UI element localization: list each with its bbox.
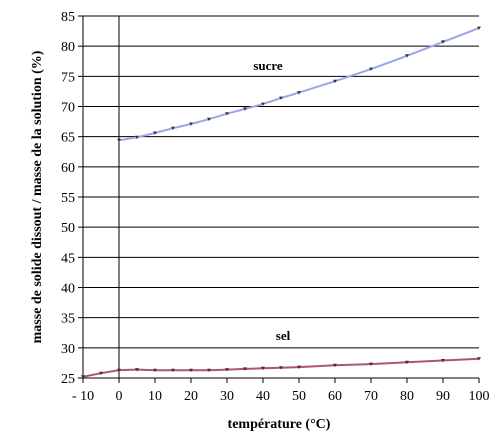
data-point-sel (99, 371, 103, 375)
data-point-sucre (153, 131, 157, 135)
data-point-sucre (369, 67, 373, 71)
data-point-sel (225, 368, 229, 372)
data-point-sel (207, 368, 211, 372)
y-tick-label: 70 (61, 101, 75, 116)
data-point-sucre (207, 117, 211, 121)
x-tick-label: 20 (184, 389, 198, 404)
data-point-sel (171, 368, 175, 372)
y-tick-label: 55 (61, 191, 75, 206)
data-point-sel (369, 362, 373, 366)
x-tick-label: 70 (364, 389, 378, 404)
data-point-sucre (333, 79, 337, 83)
y-tick-label: 40 (61, 282, 75, 297)
data-point-sucre (261, 102, 265, 106)
tick-labels: 25 30 35 40 45 50 55 60 65 70 75 80 85 - 10 0 10 20 30 40 5… (61, 10, 490, 404)
y-tick-label: 85 (61, 10, 75, 25)
data-point-sel (279, 366, 283, 370)
data-point-sucre (405, 54, 409, 58)
data-point-sel (189, 368, 193, 372)
x-axis-title: température (°C) (228, 417, 331, 432)
y-tick-label: 45 (61, 251, 75, 266)
series-lines (81, 26, 481, 379)
data-point-sel (261, 366, 265, 371)
data-point-sucre (297, 91, 301, 95)
data-point-sucre (477, 26, 481, 30)
x-tick-label: 50 (292, 389, 306, 404)
y-tick-label: 25 (61, 372, 75, 387)
data-point-sucre (441, 40, 445, 44)
data-point-sel (117, 368, 121, 372)
y-tick-label: 30 (61, 342, 75, 357)
data-point-sel (243, 367, 247, 371)
series-label-sel: sel (276, 328, 291, 343)
data-point-sel (333, 363, 337, 368)
data-point-sucre (171, 126, 175, 130)
data-point-sel (297, 365, 301, 369)
data-point-sucre (117, 138, 121, 143)
data-point-sel (81, 375, 85, 379)
x-tick-label: 90 (436, 389, 450, 404)
y-tick-label: 50 (61, 221, 75, 236)
x-tick-label: 30 (220, 389, 234, 404)
series-label-sucre: sucre (253, 58, 283, 73)
x-tick-label: 80 (400, 389, 414, 404)
data-point-sucre (135, 135, 139, 140)
data-point-sel (153, 368, 157, 372)
x-tick-label: - 10 (72, 389, 94, 404)
axes (78, 15, 480, 383)
series-line-sucre (118, 27, 480, 142)
data-point-sucre (225, 112, 229, 116)
data-point-sel (405, 360, 409, 365)
y-axis-title: masse de solide dissout / masse de la so… (30, 50, 45, 343)
x-tick-label: 60 (328, 389, 342, 404)
data-point-sel (135, 368, 139, 372)
x-tick-label: 40 (256, 389, 270, 404)
data-point-sucre (243, 107, 247, 111)
y-tick-label: 60 (61, 161, 75, 176)
y-tick-label: 35 (61, 312, 75, 327)
gridlines (83, 15, 479, 379)
y-tick-label: 65 (61, 131, 75, 146)
x-tick-label: 0 (116, 389, 123, 404)
data-point-sel (441, 359, 445, 363)
data-point-sel (477, 357, 481, 361)
y-tick-label: 80 (61, 40, 75, 55)
x-tick-label: 100 (469, 389, 490, 404)
data-point-sucre (189, 122, 193, 126)
y-tick-label: 75 (61, 70, 75, 85)
x-tick-label: 10 (148, 389, 162, 404)
data-point-sucre (279, 96, 283, 100)
series-line-sel (82, 357, 480, 378)
